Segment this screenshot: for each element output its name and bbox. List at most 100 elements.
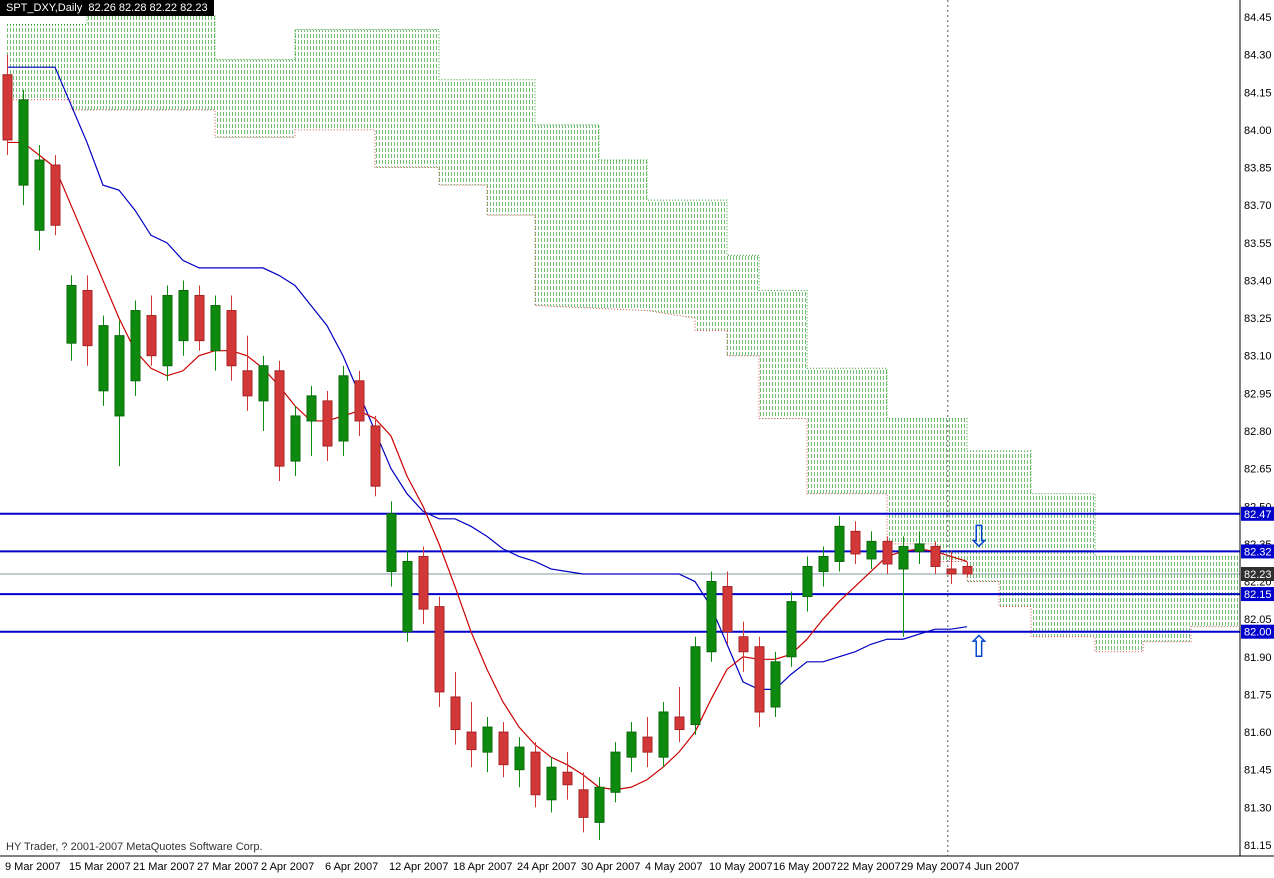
level-price-tag-bg bbox=[1241, 624, 1274, 639]
candle-body bbox=[146, 315, 157, 357]
candle-body bbox=[114, 335, 125, 417]
candle-body bbox=[562, 771, 573, 786]
x-axis-label: 12 Apr 2007 bbox=[389, 861, 448, 873]
candle-body bbox=[882, 540, 893, 565]
y-axis-label: 81.15 bbox=[1244, 840, 1272, 852]
candle-body bbox=[690, 646, 701, 726]
candle-body bbox=[850, 530, 861, 555]
candle-body bbox=[66, 284, 77, 344]
candlestick-series bbox=[2, 54, 973, 840]
y-axis-label: 82.05 bbox=[1244, 614, 1272, 626]
x-axis-label: 10 May 2007 bbox=[709, 861, 773, 873]
candle-body bbox=[658, 711, 669, 758]
level-price-tag: 82.00 bbox=[1244, 627, 1272, 639]
senkou-span-a-line bbox=[7, 99, 1239, 653]
y-axis-label: 82.65 bbox=[1244, 464, 1272, 476]
ichimoku-cloud bbox=[7, 14, 1239, 652]
current-price-tag: 82.23 bbox=[1244, 569, 1272, 581]
candle-body bbox=[770, 661, 781, 708]
candle-body bbox=[194, 294, 205, 342]
level-price-tag: 82.15 bbox=[1244, 589, 1272, 601]
candle-body bbox=[306, 395, 317, 422]
candle-body bbox=[834, 525, 845, 562]
x-axis-label: 9 Mar 2007 bbox=[5, 861, 61, 873]
candle-body bbox=[786, 601, 797, 658]
y-axis-label: 83.40 bbox=[1244, 275, 1272, 287]
y-axis-label: 84.30 bbox=[1244, 50, 1272, 62]
candle-body bbox=[370, 425, 381, 487]
y-axis-label: 83.85 bbox=[1244, 163, 1272, 175]
copyright-text: HY Trader, ? 2001-2007 MetaQuotes Softwa… bbox=[6, 841, 263, 853]
candle-body bbox=[18, 99, 29, 186]
candle-body bbox=[242, 370, 253, 397]
candle-body bbox=[610, 751, 621, 793]
candle-body bbox=[434, 606, 445, 693]
x-axis-label: 4 Jun 2007 bbox=[965, 861, 1019, 873]
candle-body bbox=[482, 726, 493, 753]
candle-body bbox=[386, 513, 397, 572]
up-arrow-icon[interactable]: ⇧ bbox=[966, 631, 991, 664]
candle-body bbox=[2, 74, 13, 141]
x-axis-label: 24 Apr 2007 bbox=[517, 861, 576, 873]
y-axis-label: 81.90 bbox=[1244, 652, 1272, 664]
candle-body bbox=[338, 375, 349, 442]
kijun-sen-line bbox=[7, 66, 968, 691]
candle-body bbox=[738, 636, 749, 653]
y-axis-label: 84.15 bbox=[1244, 87, 1272, 99]
level-price-tag-bg bbox=[1241, 506, 1274, 521]
x-axis-label: 6 Apr 2007 bbox=[325, 861, 378, 873]
candle-body bbox=[258, 365, 269, 402]
candle-body bbox=[722, 586, 733, 633]
candle-body bbox=[498, 731, 509, 766]
candle-body bbox=[642, 736, 653, 753]
candle-body bbox=[50, 164, 61, 226]
x-axis-label: 18 Apr 2007 bbox=[453, 861, 512, 873]
level-price-tag-bg bbox=[1241, 587, 1274, 602]
x-axis-label: 30 Apr 2007 bbox=[581, 861, 640, 873]
candle-body bbox=[530, 751, 541, 796]
level-price-tag-bg bbox=[1241, 544, 1274, 559]
candle-body bbox=[546, 766, 557, 801]
candle-body bbox=[226, 310, 237, 367]
candle-body bbox=[402, 560, 413, 633]
candle-body bbox=[466, 731, 477, 751]
level-price-tag: 82.47 bbox=[1244, 509, 1272, 521]
candle-body bbox=[626, 731, 637, 758]
candle-body bbox=[418, 555, 429, 610]
candle-body bbox=[210, 305, 221, 352]
candle-body bbox=[290, 415, 301, 462]
x-axis-label: 29 May 2007 bbox=[901, 861, 965, 873]
candle-body bbox=[802, 565, 813, 598]
current-price-tag-bg bbox=[1241, 566, 1274, 581]
y-axis-label: 81.45 bbox=[1244, 765, 1272, 777]
candle-body bbox=[34, 159, 45, 231]
candle-body bbox=[594, 786, 605, 823]
candle-body bbox=[322, 400, 333, 447]
y-axis-label: 82.95 bbox=[1244, 388, 1272, 400]
candle-body bbox=[706, 581, 717, 653]
y-axis-label: 83.25 bbox=[1244, 313, 1272, 325]
chart-title-overlay: SPT_DXY,Daily 82.26 82.28 82.22 82.23 bbox=[0, 0, 214, 16]
candle-body bbox=[354, 380, 365, 422]
candle-body bbox=[514, 746, 525, 771]
candle-body bbox=[674, 716, 685, 731]
candle-body bbox=[866, 540, 877, 560]
candle-body bbox=[914, 543, 925, 552]
y-axis-label: 82.80 bbox=[1244, 426, 1272, 438]
candle-body bbox=[818, 555, 829, 572]
down-arrow-icon[interactable]: ⇩ bbox=[966, 520, 991, 553]
candle-body bbox=[162, 294, 173, 367]
candle-body bbox=[578, 789, 589, 818]
candle-body bbox=[450, 696, 461, 731]
x-axis-label: 15 Mar 2007 bbox=[69, 861, 131, 873]
level-price-tag: 82.32 bbox=[1244, 546, 1272, 558]
y-axis-label: 83.55 bbox=[1244, 238, 1272, 250]
y-axis-label: 81.30 bbox=[1244, 802, 1272, 814]
candle-body bbox=[130, 310, 141, 382]
x-axis-label: 2 Apr 2007 bbox=[261, 861, 314, 873]
y-axis-label: 81.75 bbox=[1244, 689, 1272, 701]
y-axis-label: 81.60 bbox=[1244, 727, 1272, 739]
x-axis-label: 22 May 2007 bbox=[837, 861, 901, 873]
